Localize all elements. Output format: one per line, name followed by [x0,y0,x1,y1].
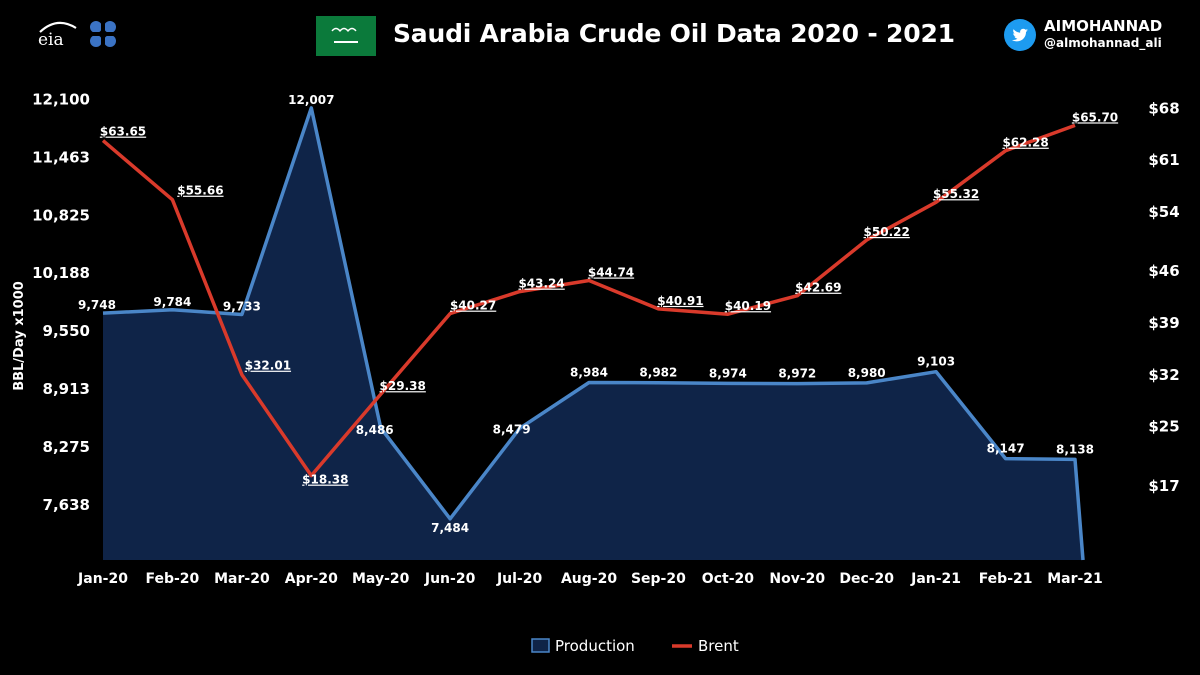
eia-logo-icon: eia [38,21,77,48]
saudi-flag-icon [316,16,376,56]
production-data-label: 8,982 [639,366,677,380]
x-tick-label: May-20 [352,571,410,587]
y-left-tick-label: 11,463 [32,148,90,166]
y-left-tick-label: 9,550 [43,322,90,340]
production-data-label: 9,733 [223,300,261,314]
x-tick-label: Aug-20 [561,571,617,587]
brent-data-label: $65.70 [1072,110,1118,124]
production-data-label: 8,486 [356,423,394,437]
production-data-label: 9,748 [78,298,116,312]
production-data-label: 8,147 [987,442,1025,456]
brent-line-layer [101,123,1076,478]
production-data-label: 8,974 [709,366,747,380]
brent-data-label: $63.65 [100,125,146,139]
x-tick-label: Feb-20 [145,571,199,587]
twitter-icon[interactable] [1004,19,1036,51]
y-right-tick-label: $46 [1148,262,1179,280]
author-name: AIMOHANNAD [1044,17,1163,35]
x-tick-label: Jan-20 [77,571,128,587]
y-right-tick-label: $39 [1148,314,1179,332]
y-left-tick-label: 10,188 [32,264,90,282]
production-data-label: 9,784 [153,295,191,309]
chart-title: Saudi Arabia Crude Oil Data 2020 - 2021 [393,19,955,48]
brent-data-label: $18.38 [302,473,348,487]
production-area [103,107,1083,561]
y-left-tick-label: 7,638 [43,496,90,514]
x-tick-label: Jul-20 [496,571,543,587]
brent-data-label: $29.38 [380,379,426,393]
x-tick-label: Dec-20 [839,571,894,587]
production-data-label: 9,103 [917,355,955,369]
brent-data-label: $55.66 [177,184,223,198]
legend-production-label: Production [555,637,635,655]
legend-brent-label: Brent [698,637,739,655]
x-tick-label: Sep-20 [631,571,686,587]
brent-data-label: $50.22 [864,225,910,239]
y-right-tick-label: $32 [1148,366,1179,384]
production-data-label: 12,007 [288,93,334,107]
x-tick-label: Jan-21 [910,571,961,587]
production-data-label: 8,479 [493,422,531,436]
legend-production-swatch [531,638,550,653]
y-right-tick-label: $68 [1148,99,1179,117]
brent-data-label: $55.32 [933,187,979,201]
x-tick-label: Mar-21 [1047,571,1103,587]
axes-layer: 12,100 11,463 10,825 10,188 9,550 8,913 8,275 7… [12,90,1180,587]
brent-data-label: $42.69 [795,281,841,295]
y-left-tick-label: 10,825 [32,206,90,224]
opec-logo-icon [90,21,116,47]
y-left-tick-label: 8,275 [43,438,90,456]
x-tick-label: Mar-20 [214,571,270,587]
y-left-tick-label: 8,913 [43,380,90,398]
brent-data-label: $40.91 [657,294,703,308]
brent-data-label: $43.24 [518,277,564,291]
data-labels-layer: 9,748 9,784 9,733 12,007 8,486 7,484 8,479 8,98… [78,93,1118,535]
y-left-tick-label: 12,100 [32,90,90,108]
header: eia Saudi Arabia Crude Oil Data 2020 - 2… [0,0,1200,80]
x-tick-label: Jun-20 [424,571,476,587]
production-area-layer [102,106,1085,561]
y-right-tick-label: $54 [1148,203,1179,221]
brent-data-label: $32.01 [245,359,291,373]
x-tick-label: Apr-20 [285,571,338,587]
y-right-tick-label: $25 [1148,418,1179,436]
brent-data-label: $62.28 [1002,136,1048,150]
brent-data-label: $40.19 [725,299,771,313]
y-right-tick-label: $17 [1148,477,1179,495]
legend: Production Brent [531,637,739,655]
y-right-tick-label: $61 [1148,151,1179,169]
production-line [102,106,1085,561]
brent-data-label: $40.27 [450,299,496,313]
production-data-label: 8,138 [1056,442,1094,456]
production-data-label: 8,984 [570,366,608,380]
author-handle[interactable]: @almohannad_ali [1044,36,1162,50]
production-data-label: 8,980 [848,366,886,380]
x-tick-label: Oct-20 [702,571,754,587]
production-data-label: 8,972 [778,367,816,381]
brent-data-label: $44.74 [588,266,634,280]
eia-logo-text: eia [38,30,64,48]
production-data-label: 7,484 [431,521,469,535]
x-tick-label: Feb-21 [979,571,1033,587]
x-tick-label: Nov-20 [769,571,825,587]
y-axis-title: BBL/Day x1000 [12,281,27,391]
